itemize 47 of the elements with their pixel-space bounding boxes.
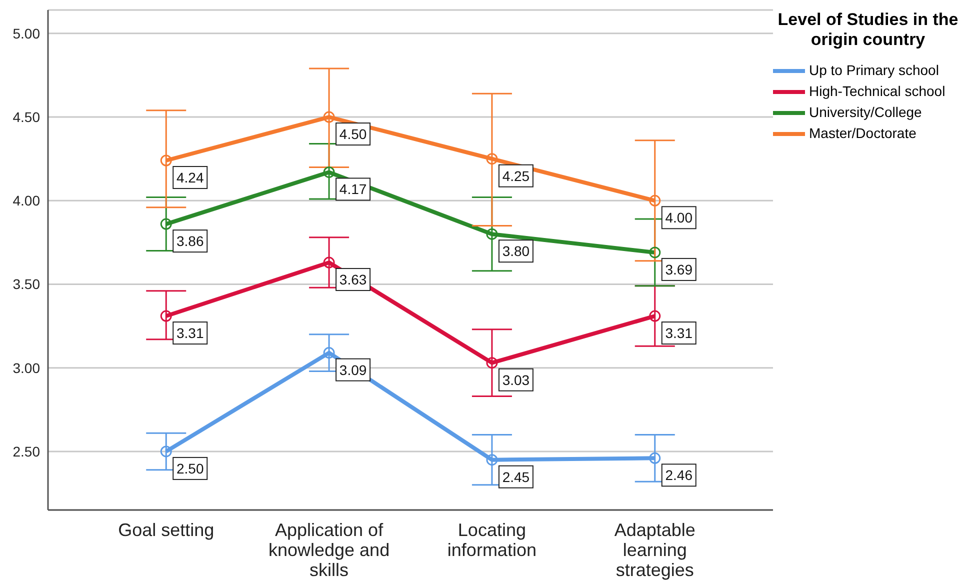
- point: [486, 454, 498, 466]
- legend-label: University/College: [809, 103, 922, 122]
- data-label: 3.63: [339, 272, 367, 288]
- point: [649, 194, 661, 206]
- y-tick-label: 4.50: [12, 108, 40, 125]
- data-label: 4.24: [176, 170, 204, 186]
- point: [486, 228, 498, 240]
- point: [649, 452, 661, 464]
- data-label: 3.80: [502, 243, 530, 260]
- y-tick-label: 5.00: [12, 25, 40, 42]
- legend-label: Up to Primary school: [809, 61, 939, 80]
- data-label: 2.46: [665, 467, 693, 484]
- y-tick-label: 3.00: [12, 360, 40, 376]
- point: [160, 218, 172, 230]
- legend-label: Master/Doctorate: [809, 124, 916, 143]
- data-label: 4.00: [665, 210, 693, 226]
- point: [323, 256, 335, 268]
- data-label: 3.03: [502, 372, 530, 388]
- data-label: 3.69: [665, 261, 693, 278]
- data-label: 3.09: [339, 362, 367, 378]
- data-label: 3.31: [665, 325, 693, 342]
- data-label: 2.45: [502, 468, 530, 485]
- x-tick-label: Adaptable learning strategies: [614, 520, 696, 580]
- point: [160, 446, 172, 458]
- data-label: 4.50: [339, 126, 367, 142]
- x-tick-label: Application of knowledge and skills: [268, 520, 390, 580]
- y-tick-label: 2.50: [12, 443, 40, 460]
- point: [323, 111, 335, 123]
- x-tick-label: Locating information: [447, 520, 536, 560]
- point: [649, 310, 661, 322]
- x-tick-label: Goal setting: [118, 520, 214, 540]
- point: [486, 357, 498, 369]
- point: [649, 246, 661, 258]
- y-tick-label: 4.00: [12, 192, 40, 209]
- point: [323, 166, 335, 178]
- y-tick-label: 3.50: [12, 276, 40, 292]
- point: [160, 310, 172, 322]
- legend-title: Level of Studies in the origin country: [776, 10, 960, 50]
- data-label: 4.25: [502, 168, 530, 184]
- data-label: 2.50: [176, 460, 204, 476]
- point: [486, 153, 498, 165]
- data-label: 3.86: [176, 233, 204, 250]
- point: [160, 154, 172, 166]
- data-label: 4.17: [339, 181, 367, 198]
- point: [323, 347, 335, 359]
- legend-label: High-Technical school: [809, 82, 946, 101]
- data-label: 3.31: [176, 325, 204, 342]
